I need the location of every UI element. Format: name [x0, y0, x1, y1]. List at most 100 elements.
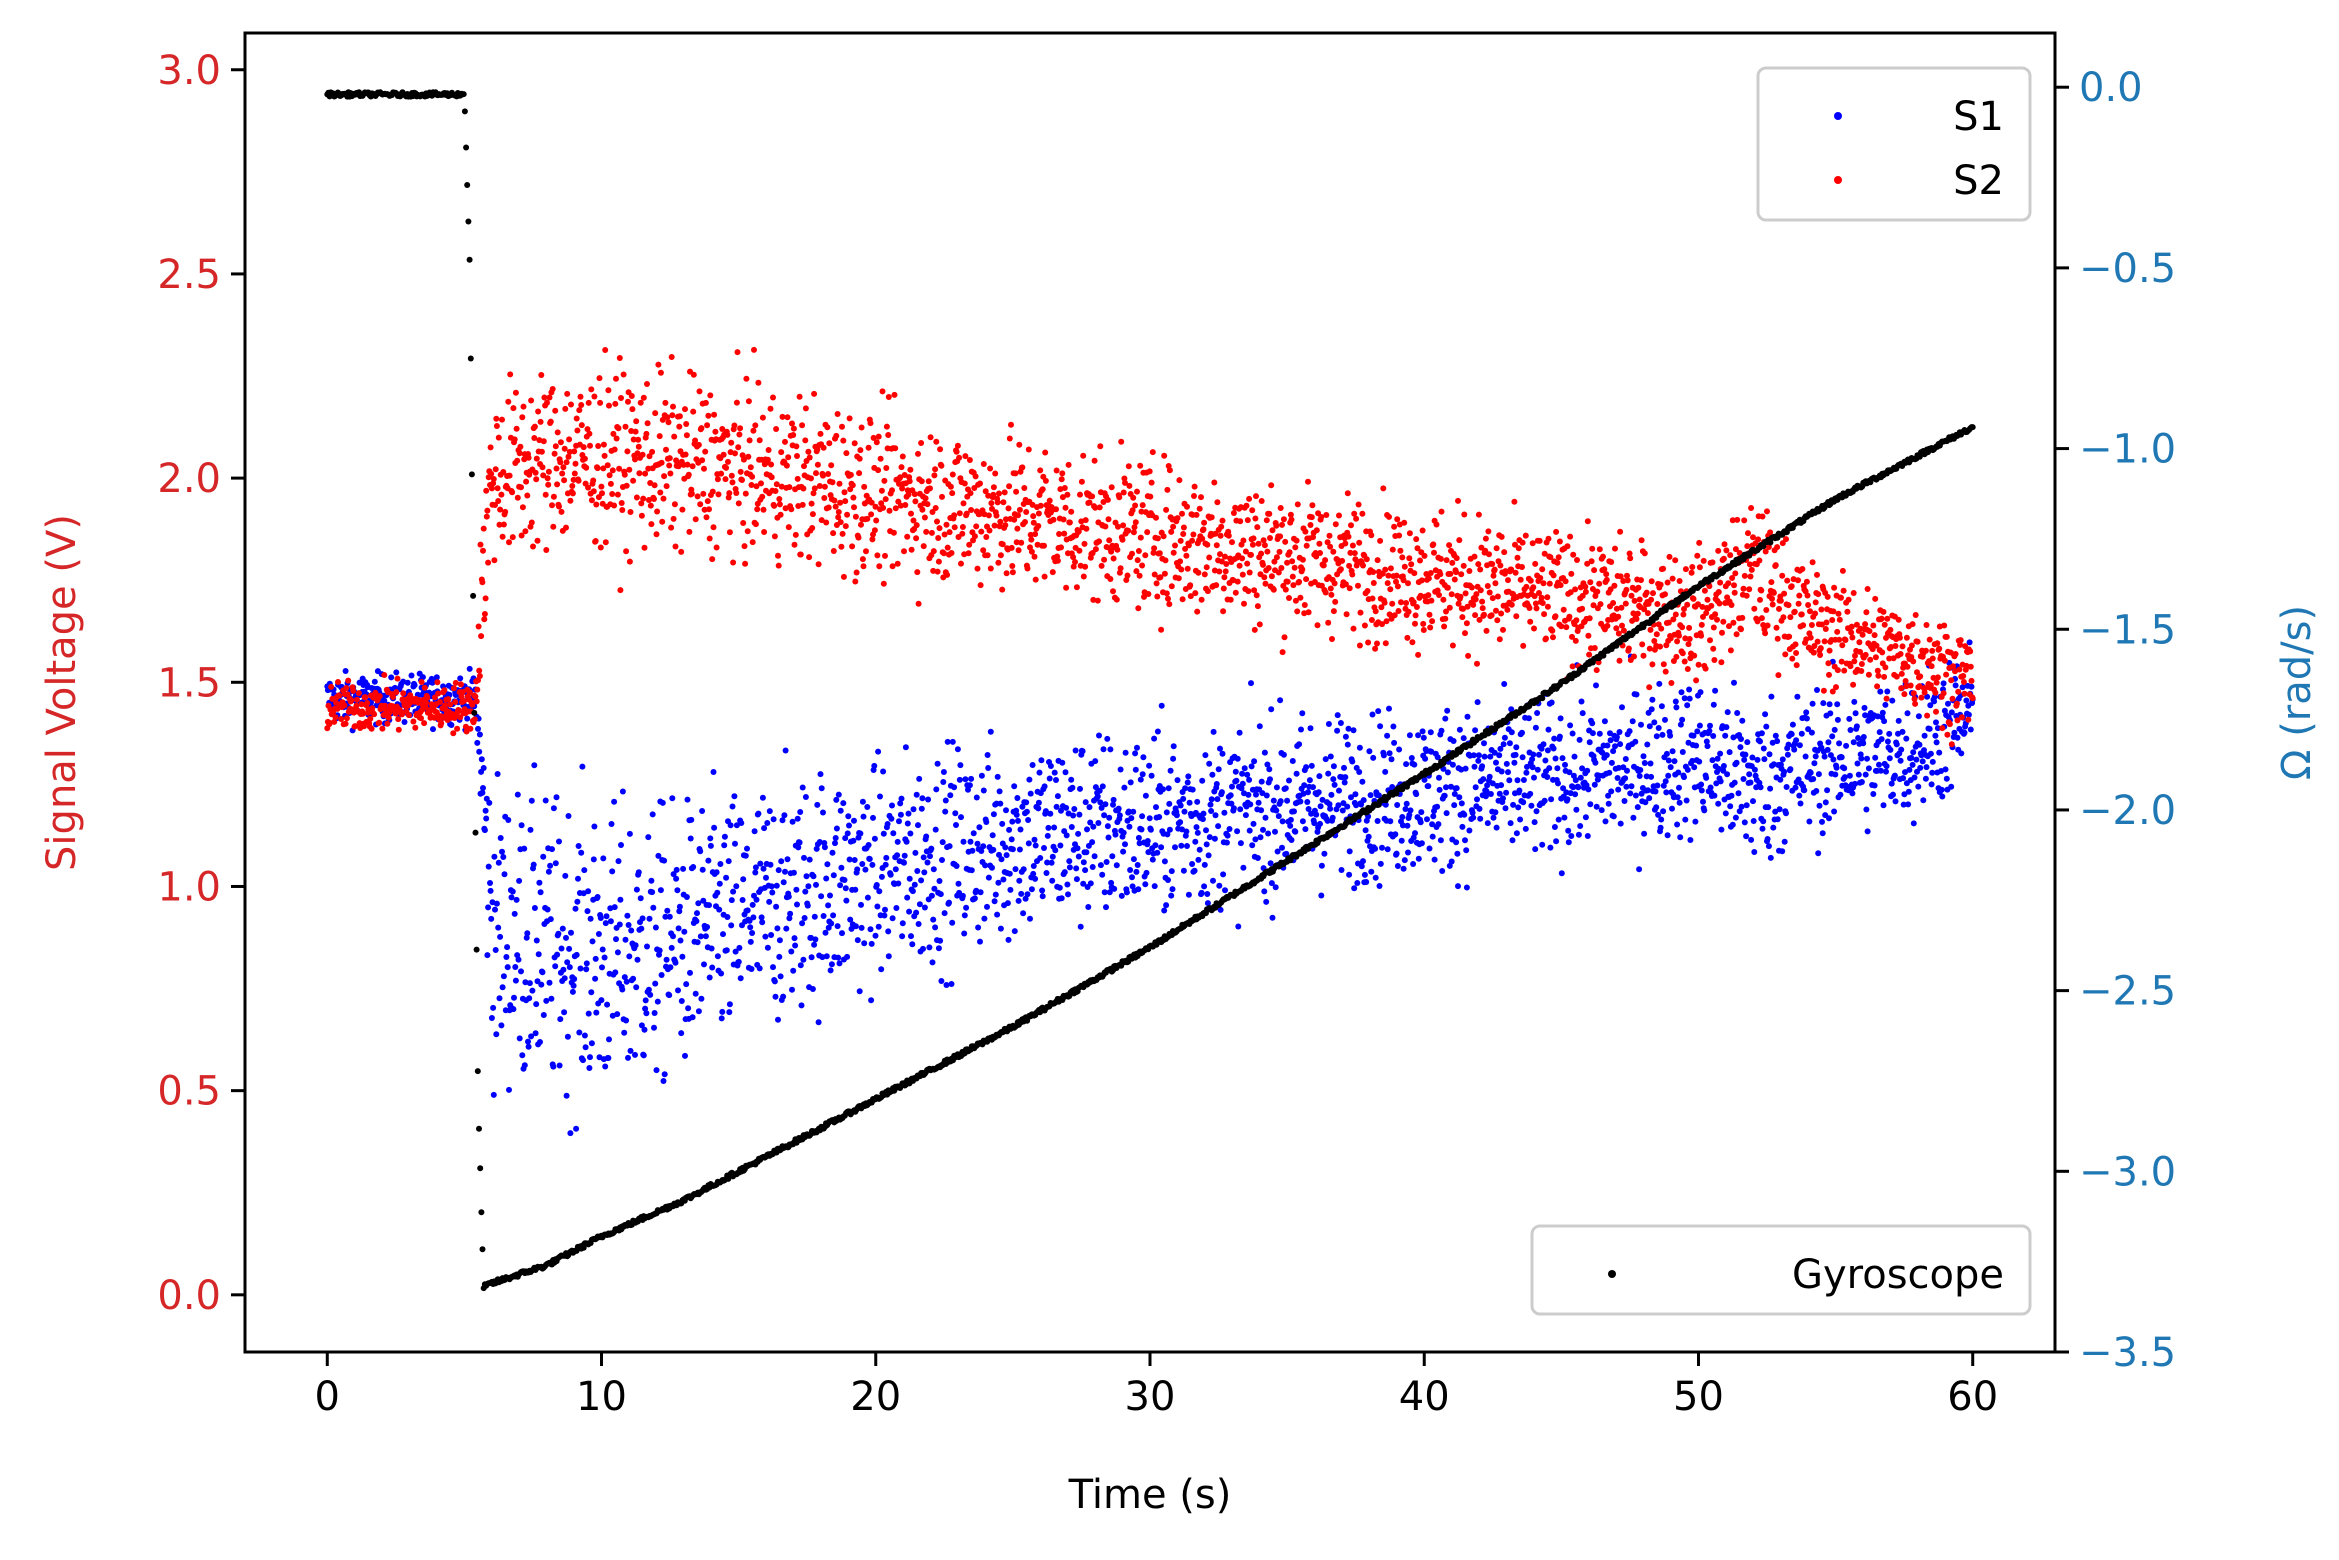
- point-s2: [1230, 510, 1237, 516]
- point-s1: [1336, 787, 1342, 794]
- point-s2: [1220, 608, 1227, 615]
- point-s1: [1707, 722, 1713, 729]
- point-s2: [742, 560, 749, 567]
- point-s2: [1414, 545, 1421, 552]
- point-s2: [790, 425, 797, 432]
- point-s1: [609, 868, 616, 875]
- point-s2: [580, 444, 587, 451]
- point-s1: [504, 944, 511, 951]
- point-s1: [457, 675, 464, 682]
- point-s2: [1346, 562, 1353, 569]
- point-s2: [1353, 515, 1360, 522]
- point-s1: [1125, 808, 1132, 815]
- point-s1: [775, 1016, 781, 1023]
- point-s2: [678, 548, 685, 555]
- point-s1: [1044, 859, 1051, 866]
- point-s1: [931, 885, 938, 892]
- point-s2: [963, 510, 970, 517]
- point-s1: [1025, 840, 1032, 847]
- point-s2: [731, 422, 738, 429]
- point-s2: [672, 543, 679, 550]
- point-s2: [1385, 572, 1392, 579]
- point-s1: [640, 1052, 647, 1059]
- point-s1: [1424, 816, 1430, 823]
- point-s1: [580, 1057, 586, 1064]
- point-s2: [1579, 592, 1586, 599]
- point-s2: [1037, 467, 1044, 474]
- point-s1: [998, 856, 1005, 863]
- point-s1: [1809, 700, 1816, 707]
- point-s1: [1789, 721, 1796, 728]
- point-s2: [1015, 512, 1021, 519]
- point-s2: [517, 443, 524, 450]
- point-s2: [1138, 508, 1145, 515]
- point-s2: [695, 441, 702, 448]
- point-s2: [1486, 589, 1493, 596]
- point-s2: [1798, 611, 1805, 618]
- point-s2: [1196, 505, 1203, 512]
- point-s2: [1695, 661, 1702, 668]
- point-s2: [1232, 589, 1239, 596]
- point-s2: [1502, 568, 1509, 575]
- point-s1: [915, 921, 922, 927]
- point-s2: [1145, 591, 1152, 597]
- point-s2: [1251, 626, 1258, 633]
- point-s1: [1911, 774, 1918, 781]
- point-s1: [752, 869, 759, 876]
- point-s1: [1876, 761, 1882, 768]
- point-s1: [533, 937, 540, 944]
- point-s2: [751, 346, 757, 353]
- point-s2: [711, 411, 718, 418]
- point-s2: [1500, 626, 1506, 633]
- point-s1: [568, 929, 574, 936]
- point-s1: [487, 887, 494, 894]
- point-s2: [607, 480, 614, 487]
- point-s2: [897, 502, 904, 509]
- point-s2: [1537, 575, 1544, 581]
- point-s2: [1256, 621, 1263, 628]
- point-s1: [1045, 824, 1052, 831]
- point-s2: [1572, 637, 1579, 644]
- point-s1: [1123, 889, 1130, 896]
- point-s1: [1508, 729, 1515, 736]
- point-s1: [981, 915, 988, 922]
- point-s2: [1755, 536, 1762, 543]
- point-s1: [643, 1010, 650, 1017]
- point-s1: [537, 889, 544, 896]
- point-s1: [1691, 764, 1698, 771]
- point-s1: [921, 904, 928, 911]
- point-s2: [638, 500, 645, 507]
- point-s1: [820, 913, 827, 919]
- point-s2: [1810, 649, 1817, 656]
- point-s2: [1355, 582, 1361, 589]
- point-s1: [1566, 769, 1573, 776]
- point-s1: [1886, 755, 1893, 762]
- point-s2: [1782, 651, 1789, 658]
- point-s2: [1313, 553, 1320, 560]
- point-s1: [1146, 815, 1153, 822]
- point-s1: [1929, 758, 1936, 765]
- point-s2: [992, 470, 999, 477]
- point-s2: [544, 475, 551, 482]
- point-s1: [1351, 885, 1358, 892]
- point-s2: [767, 405, 774, 412]
- point-s1: [901, 859, 907, 866]
- point-s1: [1239, 770, 1246, 777]
- point-s1: [744, 907, 751, 914]
- point-s1: [1003, 807, 1009, 814]
- point-s1: [1921, 732, 1928, 739]
- point-s2: [949, 490, 956, 497]
- point-s2: [1221, 574, 1228, 581]
- point-s1: [770, 816, 777, 823]
- point-s1: [1459, 823, 1466, 830]
- point-s2: [1002, 522, 1009, 529]
- point-s2: [744, 528, 751, 535]
- point-s1: [1234, 828, 1241, 835]
- point-s2: [1151, 571, 1158, 578]
- point-s1: [1177, 802, 1184, 809]
- point-s1: [1109, 853, 1116, 860]
- point-s2: [1601, 566, 1608, 573]
- point-s1: [553, 794, 560, 801]
- point-s2: [1494, 617, 1501, 624]
- point-s1: [1559, 755, 1566, 762]
